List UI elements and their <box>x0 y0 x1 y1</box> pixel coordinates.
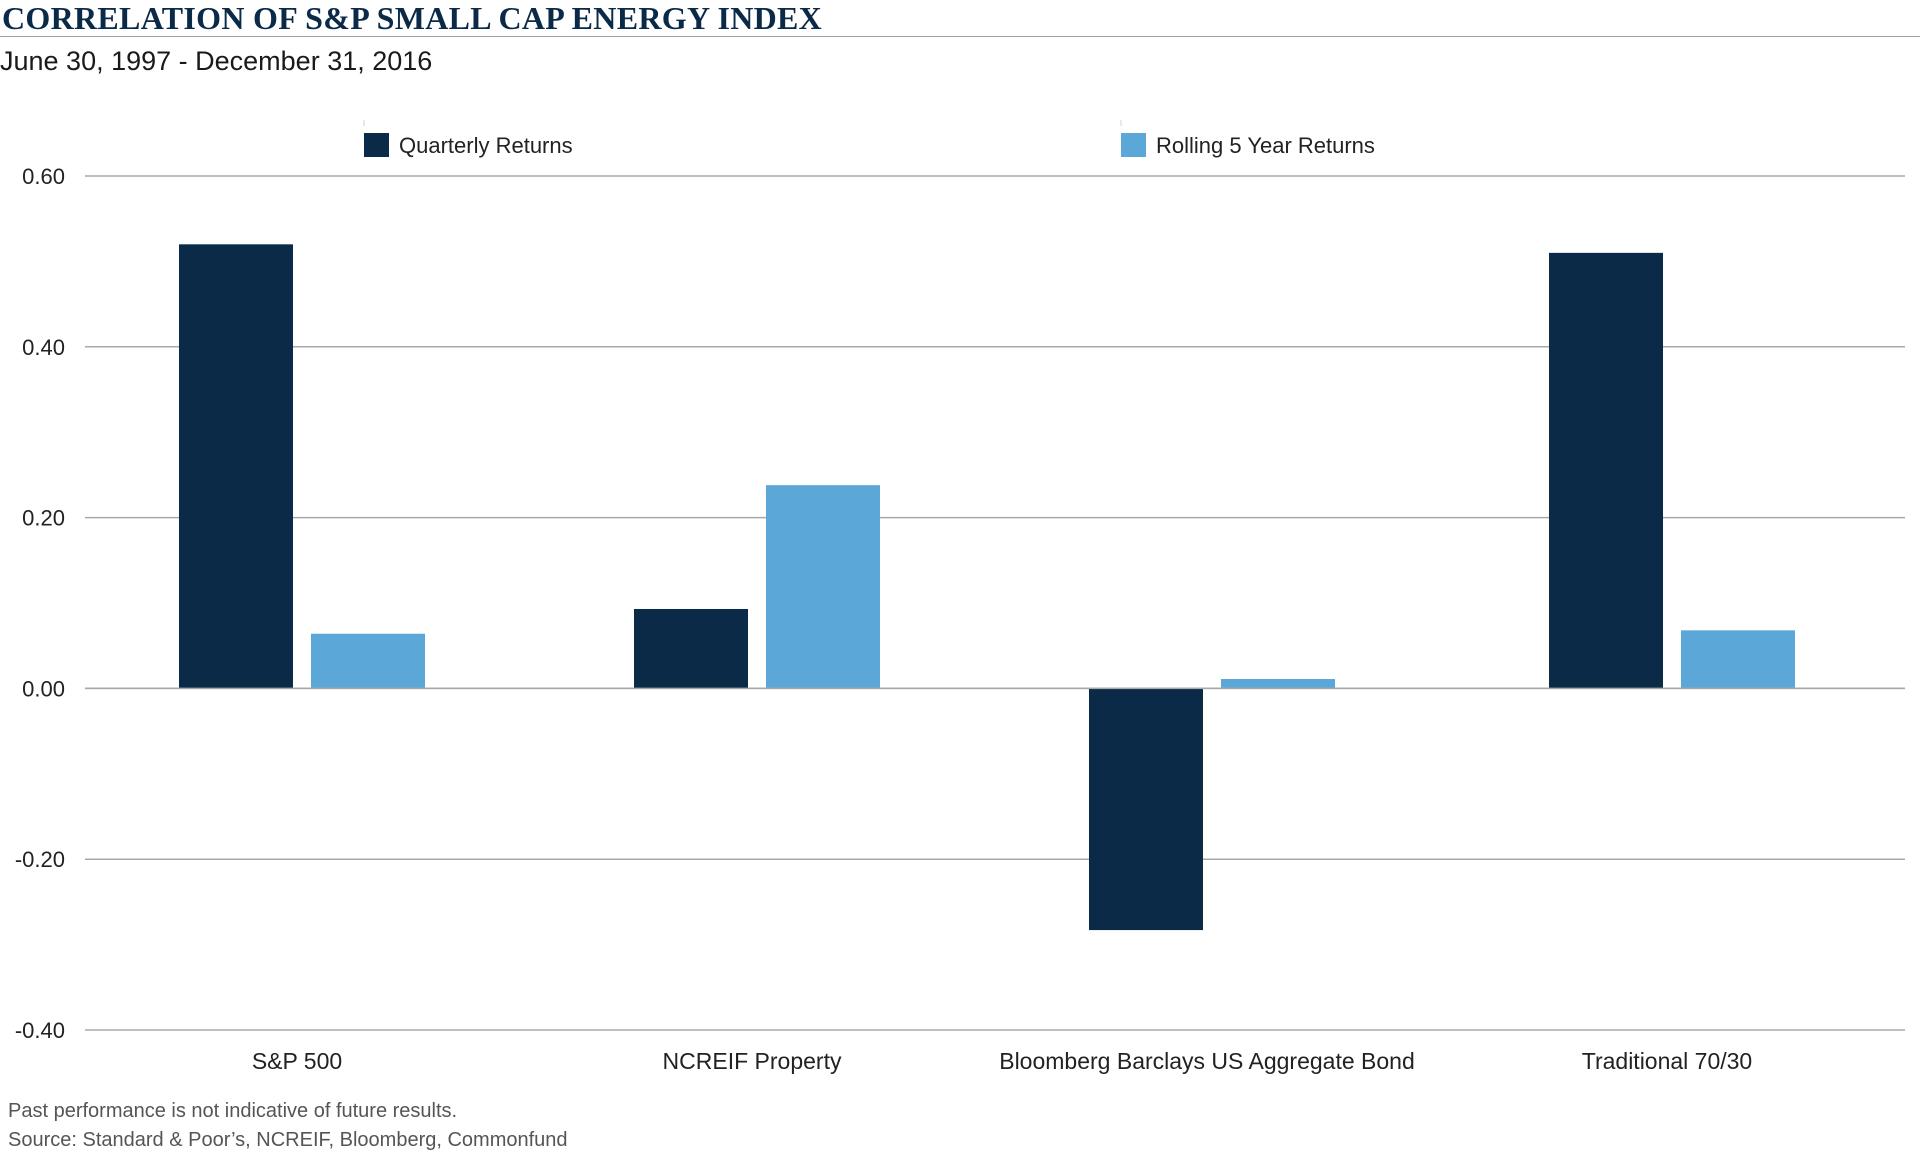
y-tick-label: 0.60 <box>22 164 65 189</box>
y-tick-label: 0.00 <box>22 676 65 701</box>
bar-rolling <box>1681 630 1795 689</box>
bar-rolling <box>1221 679 1335 689</box>
y-tick-label: 0.40 <box>22 335 65 360</box>
bar-rolling <box>311 633 425 689</box>
legend-swatch <box>364 133 389 157</box>
bar-quarterly <box>1089 688 1203 931</box>
bar-quarterly <box>1549 252 1663 689</box>
legend-label: Quarterly Returns <box>399 133 573 158</box>
y-tick-label: -0.20 <box>15 847 65 872</box>
disclaimer-note: Past performance is not indicative of fu… <box>8 1100 458 1122</box>
bar-quarterly <box>634 608 748 689</box>
bar-rolling <box>766 485 880 689</box>
x-category-label: Traditional 70/30 <box>1582 1048 1752 1074</box>
chart-title: CORRELATION OF S&P SMALL CAP ENERGY INDE… <box>2 0 823 36</box>
y-tick-label: -0.40 <box>15 1018 65 1043</box>
x-category-label: NCREIF Property <box>663 1048 842 1074</box>
y-tick-label: 0.20 <box>22 506 65 531</box>
source-note: Source: Standard & Poor’s, NCREIF, Bloom… <box>8 1129 568 1151</box>
x-category-label: Bloomberg Barclays US Aggregate Bond <box>999 1048 1415 1074</box>
legend-swatch <box>1121 133 1146 157</box>
title-divider <box>0 36 1920 37</box>
legend-label: Rolling 5 Year Returns <box>1156 133 1375 158</box>
chart-subtitle: June 30, 1997 - December 31, 2016 <box>0 46 433 76</box>
x-category-label: S&P 500 <box>252 1048 342 1074</box>
bar-quarterly <box>179 244 293 689</box>
